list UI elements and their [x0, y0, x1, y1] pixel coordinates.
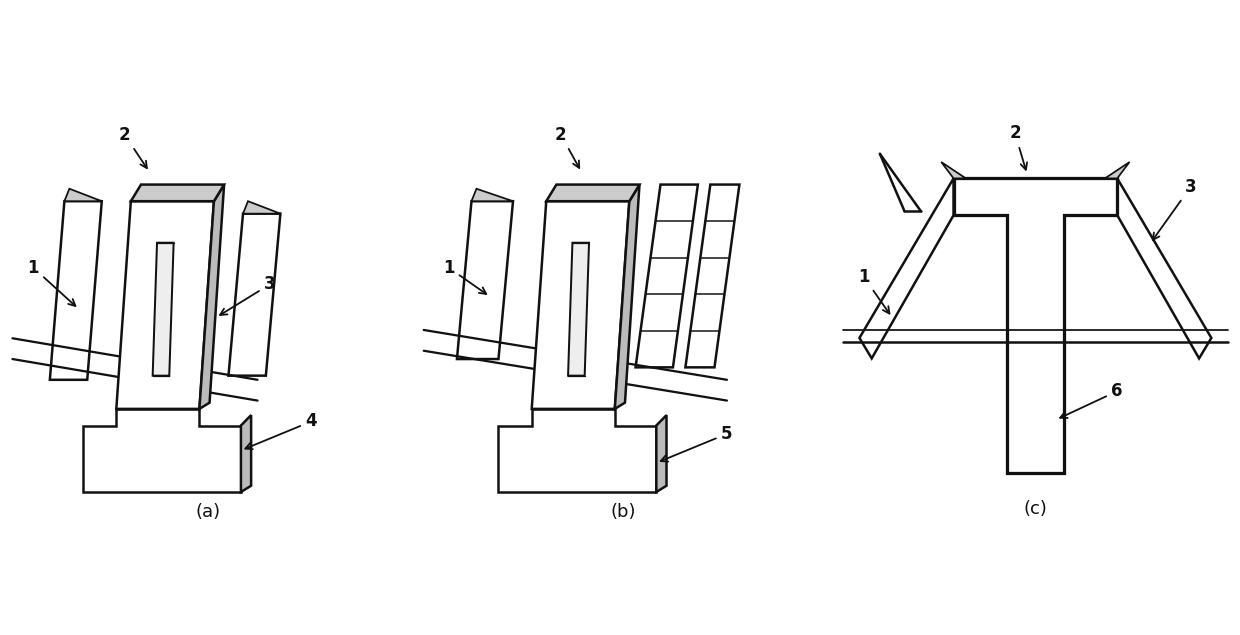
Text: 2: 2	[1009, 124, 1027, 170]
Polygon shape	[83, 409, 241, 492]
Polygon shape	[228, 213, 280, 376]
Polygon shape	[498, 409, 656, 492]
Polygon shape	[615, 185, 640, 409]
Text: 3: 3	[1153, 178, 1197, 240]
Text: (c): (c)	[1023, 500, 1048, 518]
Polygon shape	[243, 201, 280, 213]
Polygon shape	[1105, 162, 1130, 178]
Polygon shape	[117, 201, 215, 409]
Polygon shape	[1117, 178, 1211, 358]
Text: 5: 5	[661, 425, 733, 462]
Polygon shape	[131, 185, 224, 201]
Text: 1: 1	[27, 258, 76, 306]
Polygon shape	[686, 185, 739, 368]
Text: (a): (a)	[195, 503, 221, 521]
Text: 3: 3	[219, 275, 275, 315]
Polygon shape	[859, 178, 954, 358]
Polygon shape	[568, 243, 589, 376]
Text: 1: 1	[858, 267, 889, 314]
Polygon shape	[941, 162, 966, 178]
Polygon shape	[458, 201, 513, 359]
Polygon shape	[241, 415, 252, 492]
Text: (b): (b)	[610, 503, 636, 521]
Polygon shape	[471, 189, 513, 201]
Polygon shape	[636, 185, 698, 368]
Polygon shape	[954, 178, 1117, 473]
Polygon shape	[64, 189, 102, 201]
Text: 1: 1	[443, 258, 486, 294]
Polygon shape	[153, 243, 174, 376]
Polygon shape	[200, 185, 224, 409]
Polygon shape	[532, 201, 630, 409]
Polygon shape	[50, 201, 102, 380]
Text: 6: 6	[1060, 382, 1123, 418]
Text: 4: 4	[246, 412, 317, 449]
Text: 2: 2	[556, 126, 579, 168]
Polygon shape	[656, 415, 667, 492]
Polygon shape	[547, 185, 640, 201]
Text: 2: 2	[119, 126, 146, 168]
